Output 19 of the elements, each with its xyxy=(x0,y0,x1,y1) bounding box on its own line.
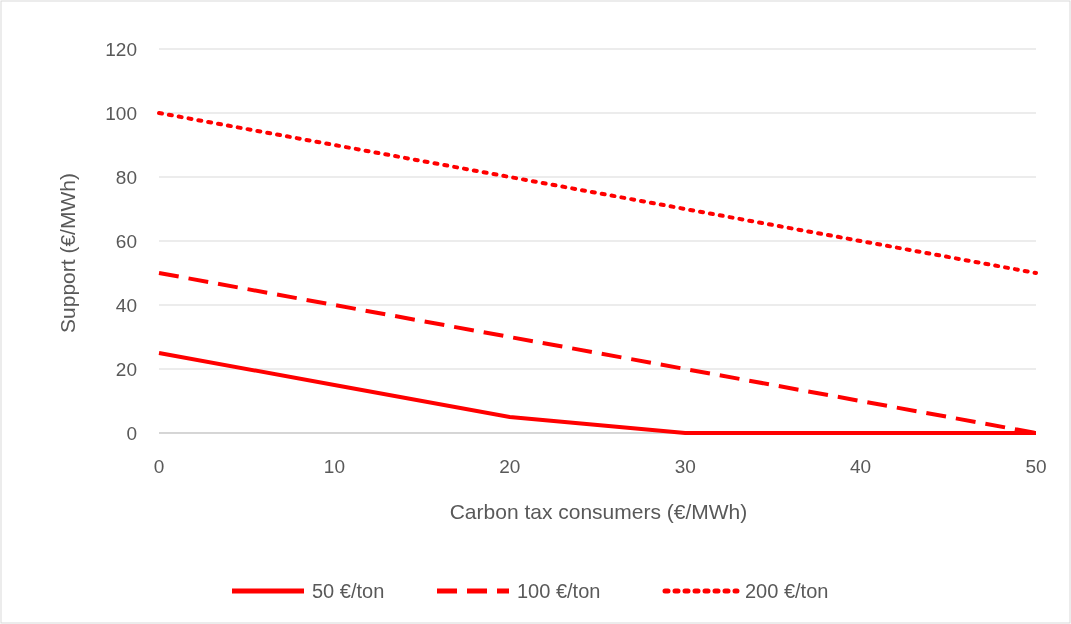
y-tick-label: 120 xyxy=(105,38,137,60)
legend-label: 100 €/ton xyxy=(517,580,601,602)
y-tick-label: 80 xyxy=(115,166,137,188)
legend-label: 200 €/ton xyxy=(745,580,829,602)
x-axis-title: Carbon tax consumers (€/MWh) xyxy=(449,500,748,523)
x-tick-label: 50 xyxy=(1025,456,1047,477)
y-tick-label: 20 xyxy=(115,358,137,380)
x-tick-label: 40 xyxy=(850,456,872,477)
x-tick-label: 30 xyxy=(674,456,696,477)
y-tick-label: 40 xyxy=(115,294,137,316)
x-tick-label: 0 xyxy=(153,456,165,477)
y-tick-label: 0 xyxy=(126,422,137,444)
legend-label: 50 €/ton xyxy=(312,580,385,602)
y-tick-label: 100 xyxy=(105,102,137,124)
line-series xyxy=(157,111,1038,275)
x-tick-label: 10 xyxy=(323,456,345,477)
y-tick-label: 60 xyxy=(115,230,137,252)
x-tick-label: 20 xyxy=(499,456,521,477)
y-axis-title: Support (€/MWh) xyxy=(56,173,79,333)
